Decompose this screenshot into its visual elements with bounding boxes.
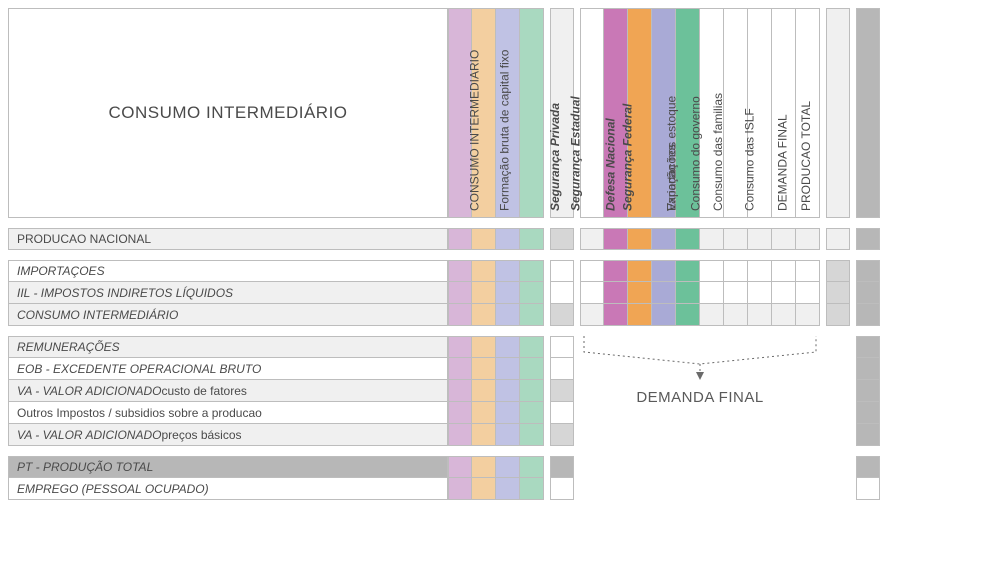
table-row: VA - VALOR ADICIONADO custo de fatores — [8, 380, 574, 402]
table-row: PRODUCAO NACIONAL — [8, 228, 574, 250]
table-row: Outros Impostos / subsidios sobre a prod… — [8, 402, 574, 424]
right-rows — [580, 218, 820, 326]
consumo-intermediario-title: CONSUMO INTERMEDIÁRIO — [8, 8, 448, 218]
ci-aggregate-col-label: CONSUMO INTERMEDIARIO — [467, 50, 481, 211]
row-label: EOB - EXCEDENTE OPERACIONAL BRUTO — [8, 358, 448, 380]
row-label: PT - PRODUÇÃO TOTAL — [8, 456, 448, 478]
table-row — [580, 228, 820, 250]
table-row: CONSUMO INTERMEDIÁRIO — [8, 304, 574, 326]
table-row: VA - VALOR ADICIONADO preços básicos — [8, 424, 574, 446]
demanda-final-bracket: DEMANDA FINAL — [580, 334, 820, 406]
demanda-final-column: DEMANDA FINAL — [826, 8, 850, 500]
row-label: IMPORTAÇOES — [8, 260, 448, 282]
row-label: EMPREGO (PESSOAL OCUPADO) — [8, 478, 448, 500]
table-row: REMUNERAÇÕES — [8, 336, 574, 358]
producao-total-col-label: PRODUCAO TOTAL — [799, 101, 813, 211]
row-label: VA - VALOR ADICIONADO preços básicos — [8, 424, 448, 446]
table-row: EMPREGO (PESSOAL OCUPADO) — [8, 478, 574, 500]
table-row: PT - PRODUÇÃO TOTAL — [8, 456, 574, 478]
table-row: IIL - IMPOSTOS INDIRETOS LÍQUIDOS — [8, 282, 574, 304]
row-label: PRODUCAO NACIONAL — [8, 228, 448, 250]
left-header: CONSUMO INTERMEDIÁRIO CONSUMO INTERMEDIA… — [8, 8, 574, 218]
demanda-final-label: DEMANDA FINAL — [580, 389, 820, 406]
table-row: IMPORTAÇOES — [8, 260, 574, 282]
row-label: REMUNERAÇÕES — [8, 336, 448, 358]
demand-col-header: Formação bruta de capital fixo — [580, 8, 604, 218]
demanda-final-col-label: DEMANDA FINAL — [776, 114, 790, 211]
left-color-col-4 — [520, 8, 544, 218]
diagram-root: CONSUMO INTERMEDIÁRIO CONSUMO INTERMEDIA… — [8, 8, 994, 500]
far-right-columns: DEMANDA FINAL PRODUCAO TOTAL — [826, 8, 880, 500]
table-row — [580, 304, 820, 326]
row-label: CONSUMO INTERMEDIÁRIO — [8, 304, 448, 326]
table-row — [580, 260, 820, 282]
row-label: VA - VALOR ADICIONADO custo de fatores — [8, 380, 448, 402]
left-rows: PRODUCAO NACIONAL IMPORTAÇOESIIL - IMPOST… — [8, 218, 574, 500]
row-label: IIL - IMPOSTOS INDIRETOS LÍQUIDOS — [8, 282, 448, 304]
table-row — [580, 282, 820, 304]
producao-total-column: PRODUCAO TOTAL — [856, 8, 880, 500]
left-block: CONSUMO INTERMEDIÁRIO CONSUMO INTERMEDIA… — [8, 8, 574, 500]
table-row: EOB - EXCEDENTE OPERACIONAL BRUTO — [8, 358, 574, 380]
row-label: Outros Impostos / subsidios sobre a prod… — [8, 402, 448, 424]
